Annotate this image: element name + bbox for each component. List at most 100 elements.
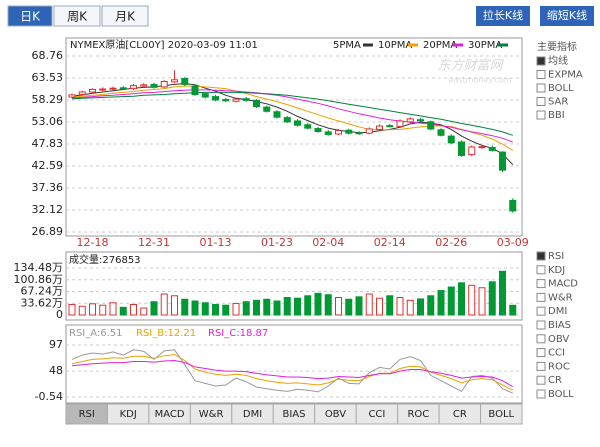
indicator-tab-label[interactable]: W&R [199, 409, 224, 420]
y-tick-label: 58.29 [32, 93, 64, 106]
menu-item[interactable]: CCI [548, 348, 565, 359]
tab[interactable] [101, 5, 149, 27]
volume-bar [140, 307, 148, 316]
candle-body [232, 98, 240, 102]
indicator-tab-label[interactable]: OBV [325, 409, 346, 420]
x-tick-label: 02-26 [435, 236, 467, 249]
candle-body [212, 96, 219, 101]
menu-item[interactable]: OBV [548, 334, 569, 345]
candle-body [447, 135, 455, 144]
indicator-tab-label[interactable]: RSI [79, 409, 95, 420]
button[interactable] [540, 6, 594, 26]
checkbox[interactable] [536, 306, 546, 316]
checkbox[interactable] [536, 334, 546, 344]
legend-label: 10PMA [378, 40, 412, 51]
volume-bar [294, 297, 301, 316]
line [71, 89, 513, 143]
checkbox[interactable] [536, 375, 546, 385]
menu-item[interactable]: RSI [548, 251, 564, 262]
menu-item[interactable]: ROC [548, 361, 570, 372]
indicator-tab-label[interactable]: ROC [407, 409, 429, 420]
legend-label: 20PMA [423, 40, 457, 51]
candle-body [222, 99, 230, 102]
candle-body [458, 141, 465, 156]
volume-bar [109, 302, 117, 316]
menu-item[interactable]: BOLL [548, 389, 574, 400]
checkbox[interactable] [536, 251, 546, 261]
menu-item[interactable]: BIAS [548, 320, 571, 331]
checkbox[interactable] [536, 265, 546, 275]
checkbox[interactable] [536, 97, 546, 106]
checkbox[interactable] [536, 110, 546, 120]
volume-bar [253, 299, 260, 316]
menu-item[interactable]: CR [548, 375, 562, 386]
menu-item[interactable]: SAR [548, 97, 568, 108]
volume-bar [130, 304, 137, 316]
checkbox[interactable] [536, 83, 546, 93]
candle-body [253, 99, 260, 108]
checkbox[interactable] [536, 361, 546, 371]
volume-bar [437, 290, 445, 316]
volume-bar [89, 303, 96, 316]
indicator-tab-label[interactable]: KDJ [120, 409, 137, 420]
checkbox[interactable] [536, 320, 546, 330]
indicator-tab-label[interactable]: CCI [368, 409, 385, 420]
indicator-tab-label[interactable]: CR [453, 409, 467, 420]
menu-item[interactable]: W&R [548, 292, 573, 303]
checkbox[interactable] [536, 279, 546, 289]
candle-body [160, 80, 168, 88]
menu-item[interactable]: MACD [548, 279, 578, 290]
indicator-tab-label[interactable]: BIAS [283, 409, 306, 420]
candle-body [365, 128, 373, 134]
legend-label: RSI_B:12.21 [136, 328, 196, 339]
menu-item[interactable]: EXPMA [548, 70, 583, 81]
volume-bar [99, 304, 107, 316]
checkbox[interactable] [536, 348, 546, 358]
indicator-tab-label[interactable]: DMI [243, 409, 262, 420]
line [71, 83, 514, 166]
menu-item[interactable]: DMI [548, 306, 567, 317]
checkbox[interactable] [536, 56, 546, 66]
chart-title: NYMEX原油[CL00Y] 2020-03-09 11:01 [70, 38, 258, 51]
candle-body [314, 128, 322, 132]
button-label[interactable]: 拉长K线 [483, 8, 523, 22]
x-tick-label: 01-23 [261, 236, 293, 249]
tab-label[interactable]: 周K [67, 10, 88, 24]
menu-item[interactable]: BBI [548, 110, 565, 121]
candle-body [294, 120, 301, 126]
volume-bar [263, 298, 271, 316]
y-tick-label: 53.06 [32, 115, 64, 128]
candle-body [201, 93, 209, 98]
y-tick-label: 63.53 [32, 71, 64, 84]
candle-body [427, 121, 435, 130]
volume-bar [324, 294, 332, 316]
candle-body [130, 85, 137, 90]
volume-bar [222, 304, 230, 316]
button[interactable] [476, 6, 530, 26]
button-label[interactable]: 缩短K线 [547, 8, 587, 22]
candle-body [99, 88, 107, 91]
y-tick-label: 0 [56, 308, 63, 321]
tab-label[interactable]: 月K [115, 10, 136, 24]
volume-bar [478, 287, 486, 316]
volume-bar [396, 297, 404, 316]
y-tick-label: -0.54 [35, 390, 63, 403]
checkbox[interactable] [536, 389, 546, 399]
tab[interactable] [53, 5, 101, 27]
indicator-tab-label[interactable]: MACD [155, 409, 185, 420]
tab[interactable] [7, 5, 53, 27]
menu-item[interactable]: KDJ [548, 265, 565, 276]
checkbox[interactable] [536, 292, 546, 302]
candle-body [89, 88, 96, 93]
menu-item[interactable]: BOLL [548, 83, 574, 94]
menu-item[interactable]: 均线 [548, 54, 568, 67]
indicator-tab[interactable] [480, 403, 523, 425]
candle-body [109, 87, 117, 90]
tab-label[interactable]: 日K [20, 10, 41, 24]
indicator-tab-label[interactable]: BOLL [488, 409, 514, 420]
checkbox[interactable] [536, 70, 546, 79]
volume-bar [232, 302, 240, 316]
candle-body [499, 151, 506, 171]
volume-bar [273, 300, 281, 316]
